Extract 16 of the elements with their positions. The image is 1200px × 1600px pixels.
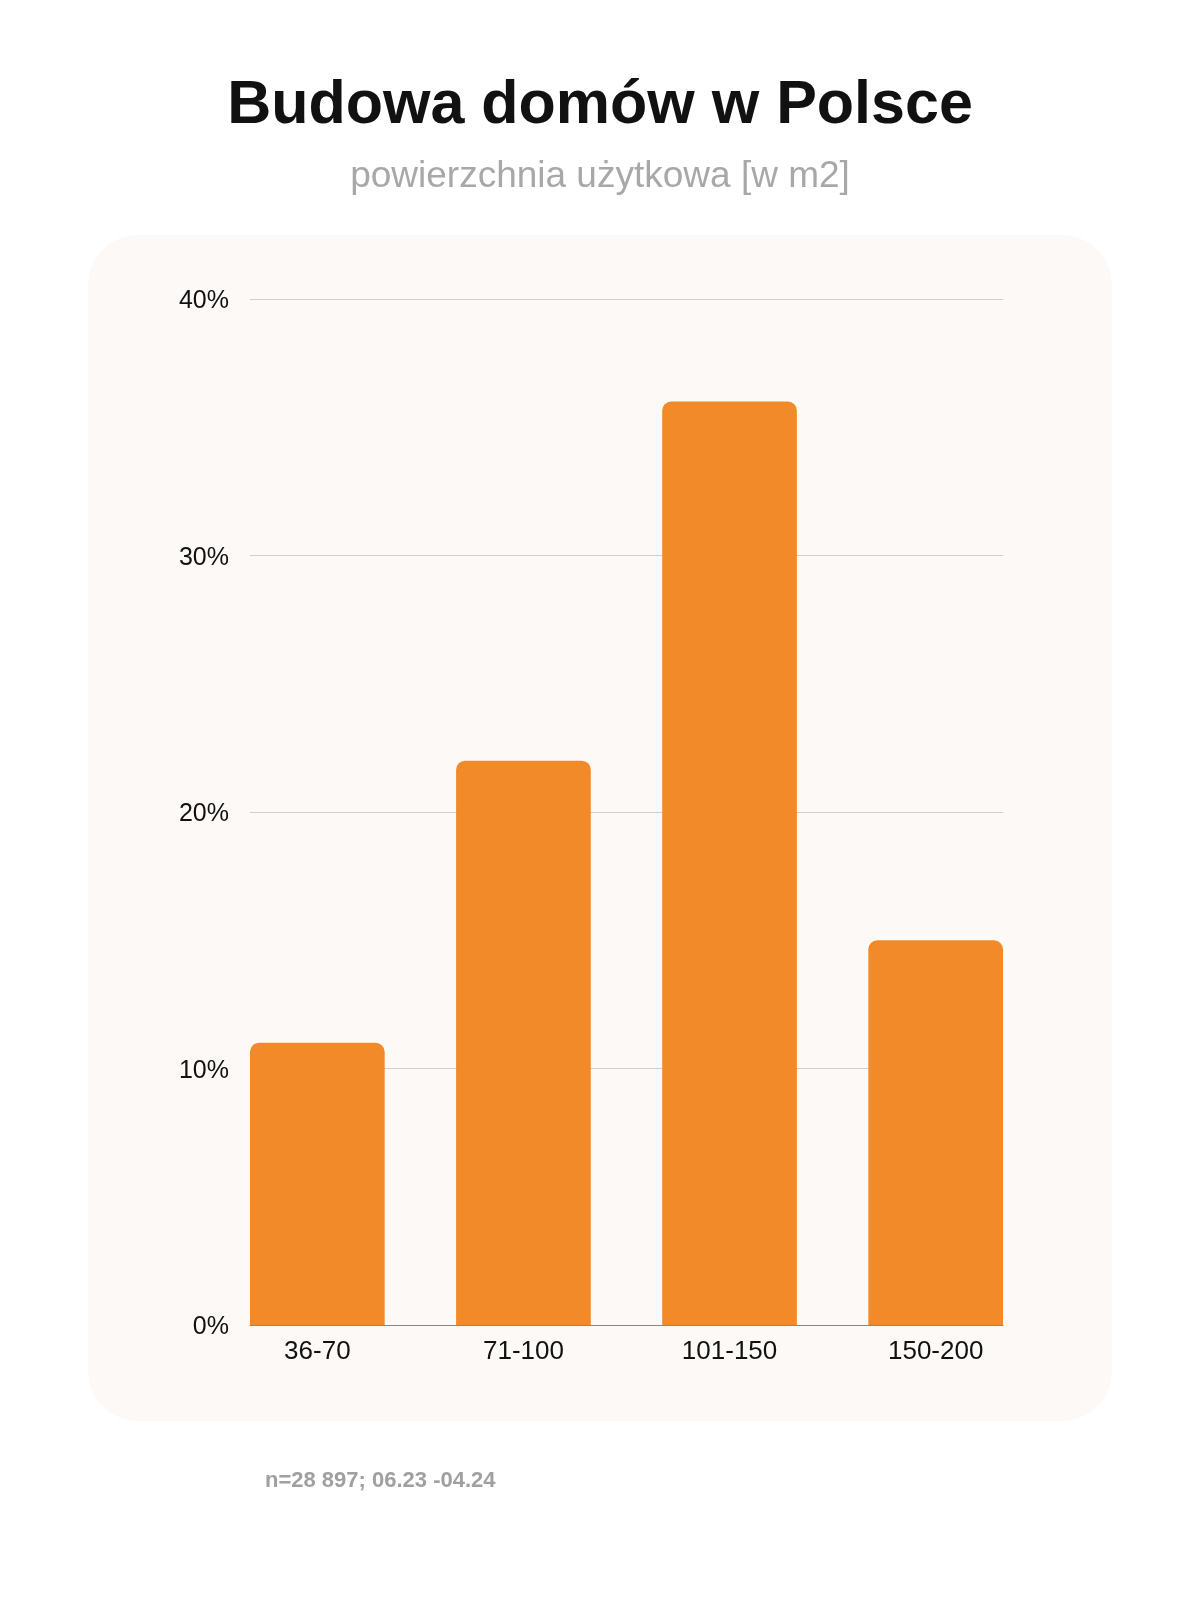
y-tick-label: 40%	[178, 285, 229, 313]
bar	[662, 401, 797, 1325]
chart-subtitle: powierzchnia użytkowa [w m2]	[349, 153, 851, 197]
x-tick-label: 150-200	[887, 1335, 984, 1365]
x-tick-label: 101-150	[681, 1335, 778, 1365]
x-tick-label: 36-70	[284, 1335, 351, 1365]
y-tick-label: 10%	[178, 1054, 229, 1083]
y-tick-label: 20%	[178, 798, 229, 826]
bar	[456, 760, 591, 1325]
y-tick-label: 0%	[192, 1311, 229, 1339]
x-tick-label: 71-100	[482, 1335, 564, 1365]
bar	[868, 940, 1003, 1325]
bar	[250, 1042, 385, 1325]
chart-title: Budowa domów w Polsce	[226, 67, 974, 138]
text: n=28 897; 06.23 -04.24	[265, 1466, 496, 1494]
y-tick-label: 30%	[178, 541, 229, 570]
